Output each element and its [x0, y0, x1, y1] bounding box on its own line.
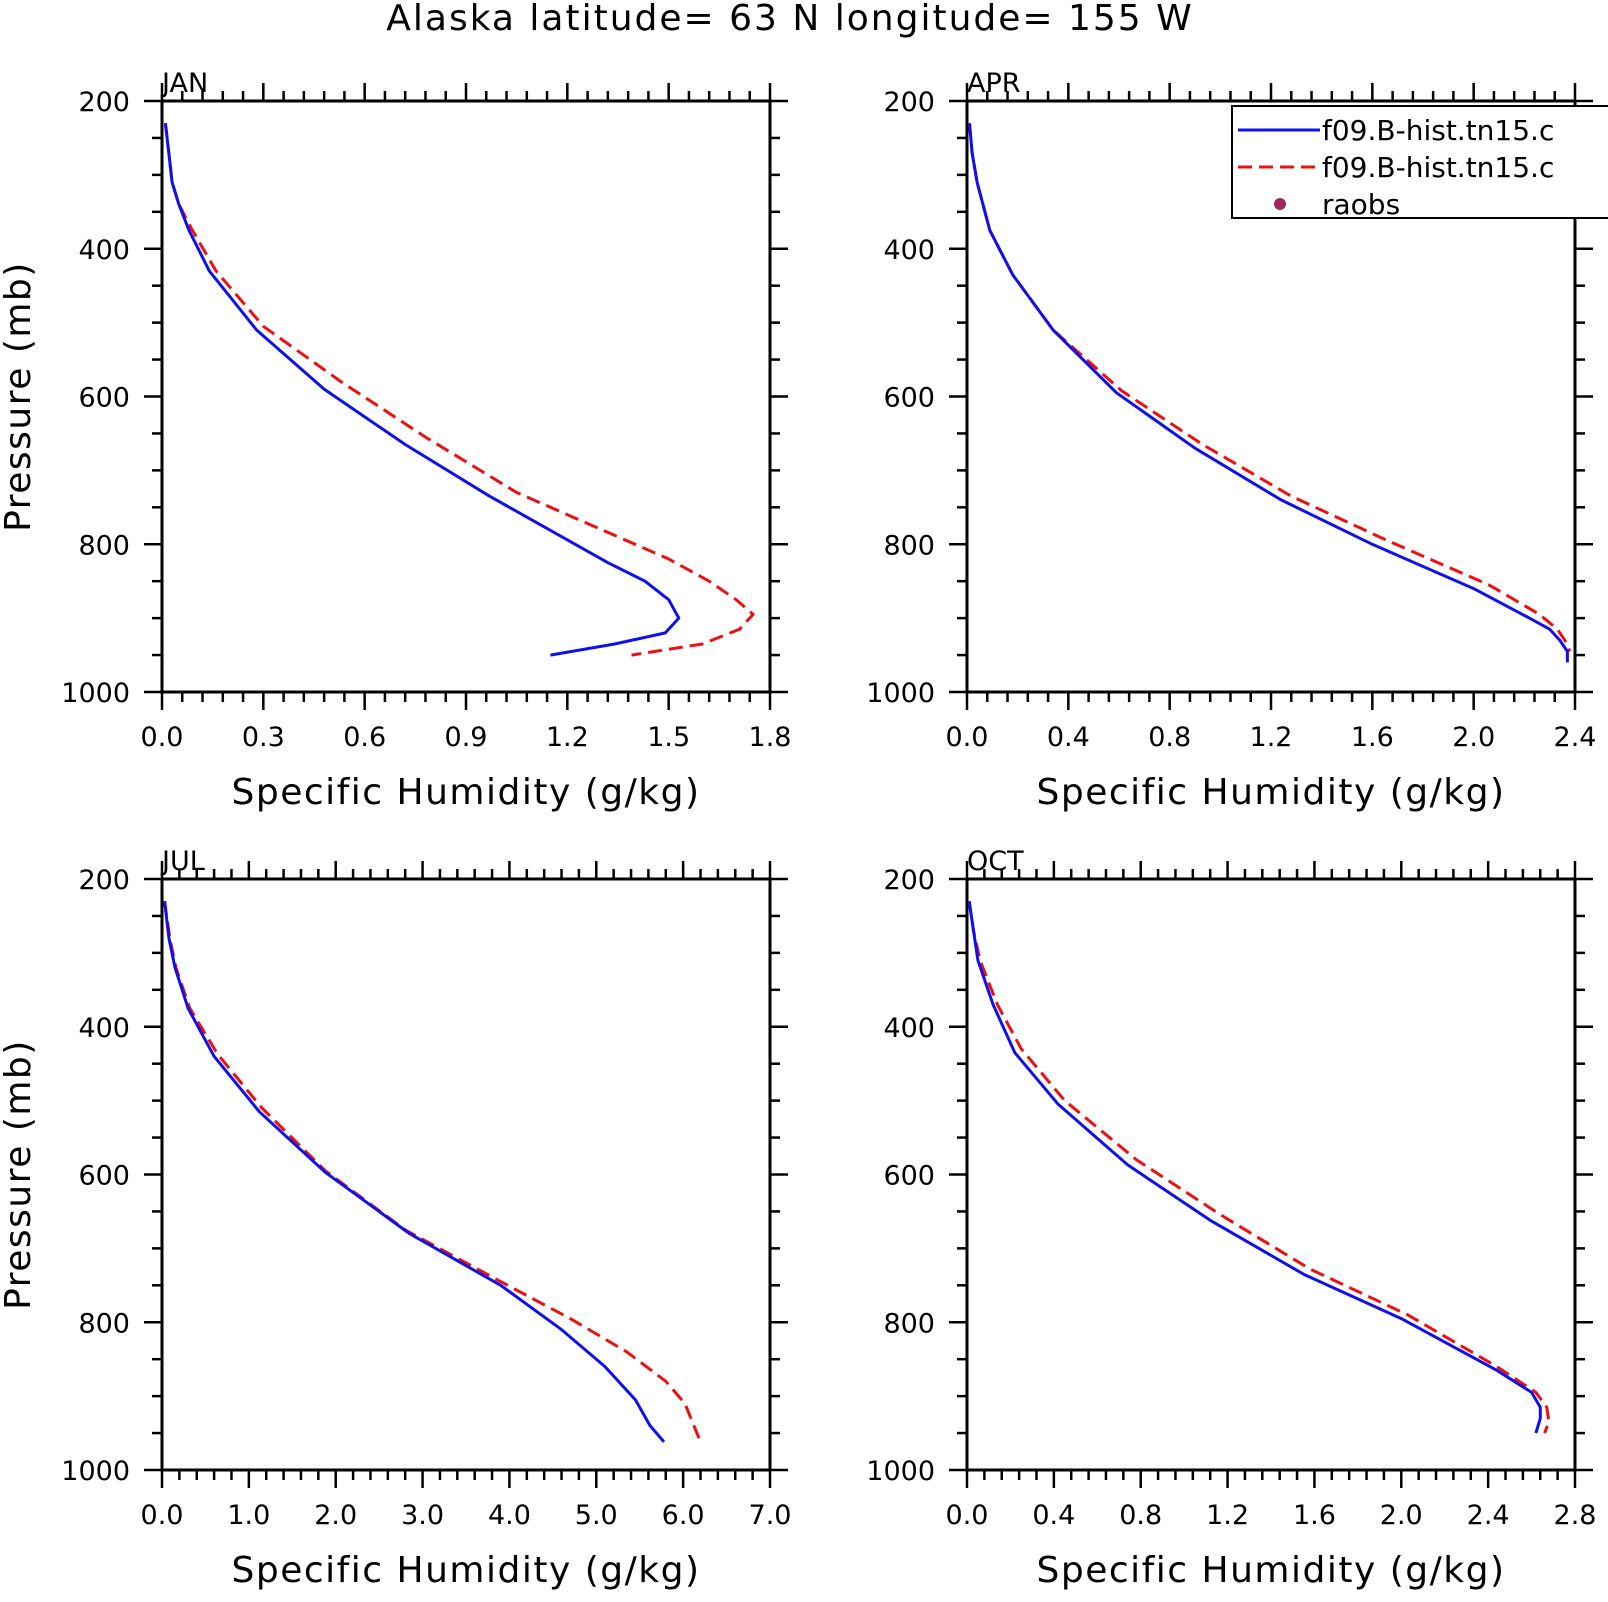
- x-tick-label: 1.6: [1293, 1500, 1336, 1531]
- legend-label: raobs: [1322, 188, 1400, 221]
- y-tick-label: 800: [78, 530, 130, 561]
- y-tick-label: 200: [78, 87, 130, 118]
- figure-title: Alaska latitude= 63 N longitude= 155 W: [386, 0, 1194, 39]
- x-tick-label: 2.0: [1452, 722, 1495, 753]
- x-tick-label: 2.4: [1467, 1500, 1510, 1531]
- x-tick-label: 1.2: [1250, 722, 1293, 753]
- x-tick-label: 0.4: [1032, 1500, 1075, 1531]
- x-tick-label: 0.6: [343, 722, 386, 753]
- panel-apr: APR 0.0 0.4 0.8 1.2 1.6 2.0 2.4 200 400 600 800 1000…: [866, 68, 1596, 813]
- x-axis-title: Specific Humidity (g/kg): [231, 772, 700, 813]
- legend-box: [1231, 105, 1608, 219]
- x-tick-label: 2.0: [1380, 1500, 1423, 1531]
- x-tick-label: 2.0: [314, 1500, 357, 1531]
- panel-oct: OCT 0.0 0.4 0.8 1.2 1.6 2.0 2.4 2.8 200 400 600 800 1…: [866, 846, 1596, 1591]
- series-line-solid: [163, 901, 666, 1443]
- y-tick-label: 200: [883, 865, 935, 896]
- y-tick-label: 1000: [866, 1456, 935, 1487]
- x-axis-title: Specific Humidity (g/kg): [231, 1550, 700, 1591]
- y-tick-label: 400: [883, 1013, 935, 1044]
- y-tick-label: 600: [883, 1161, 935, 1192]
- y-tick-label: 400: [883, 235, 935, 266]
- x-tick-label: 2.8: [1554, 1500, 1597, 1531]
- x-tick-label: 1.2: [546, 722, 589, 753]
- y-tick-label: 600: [78, 1161, 130, 1192]
- y-tick-label: 200: [78, 865, 130, 896]
- panel-label: JAN: [160, 68, 208, 99]
- y-tick-label: 1000: [61, 1456, 130, 1487]
- x-tick-label: 2.4: [1554, 722, 1597, 753]
- x-tick-label: 0.0: [946, 1500, 989, 1531]
- x-tick-label: 0.9: [445, 722, 488, 753]
- x-axis-title: Specific Humidity (g/kg): [1036, 772, 1505, 813]
- y-axis-title: Pressure (mb): [0, 1039, 39, 1310]
- x-tick-label: 1.5: [647, 722, 690, 753]
- x-tick-label: 1.2: [1206, 1500, 1249, 1531]
- plot-frame: [965, 877, 1577, 1472]
- x-tick-label: 0.0: [946, 722, 989, 753]
- x-tick-label: 0.0: [141, 722, 184, 753]
- y-tick-label: 1000: [866, 678, 935, 709]
- panels: JAN 0.0 0.3 0.6 0.9 1.2 1.5 1.8 200 400 600 800 1000…: [0, 68, 1596, 1591]
- y-tick-label: 600: [883, 383, 935, 414]
- legend: f09.B-hist.tn15.c f09.B-hist.tn15.c raobs: [1231, 105, 1608, 221]
- series-line-solid: [967, 900, 1542, 1434]
- x-tick-label: 0.4: [1047, 722, 1090, 753]
- x-tick-label: 0.8: [1148, 722, 1191, 753]
- x-tick-label: 5.0: [575, 1500, 618, 1531]
- x-tick-label: 7.0: [749, 1500, 792, 1531]
- x-tick-label: 6.0: [662, 1500, 705, 1531]
- x-tick-label: 1.8: [749, 722, 792, 753]
- panel-label: APR: [967, 68, 1021, 99]
- y-tick-label: 600: [78, 383, 130, 414]
- x-tick-label: 1.0: [227, 1500, 270, 1531]
- x-tick-label: 3.0: [401, 1500, 444, 1531]
- x-axis-title: Specific Humidity (g/kg): [1036, 1550, 1505, 1591]
- y-tick-label: 1000: [61, 678, 130, 709]
- plot-frame: [160, 99, 772, 694]
- x-tick-label: 0.8: [1119, 1500, 1162, 1531]
- legend-marker-raobs: [1274, 198, 1286, 210]
- y-tick-label: 800: [883, 1308, 935, 1339]
- panel-label: OCT: [967, 846, 1024, 877]
- panel-jan: JAN 0.0 0.3 0.6 0.9 1.2 1.5 1.8 200 400 600 800 1000…: [0, 68, 791, 813]
- x-tick-label: 0.0: [141, 1500, 184, 1531]
- y-tick-label: 400: [78, 1013, 130, 1044]
- y-tick-label: 800: [78, 1308, 130, 1339]
- plot-frame: [160, 877, 772, 1472]
- panel-jul: JUL 0.0 1.0 2.0 3.0 4.0 5.0 6.0 7.0 200 400 600 800 1…: [0, 846, 791, 1591]
- series-line-solid: [163, 123, 681, 657]
- y-tick-label: 200: [883, 87, 935, 118]
- series-line-dashed: [967, 900, 1551, 1434]
- x-tick-label: 4.0: [488, 1500, 531, 1531]
- series-line-dashed: [163, 123, 755, 657]
- series-line-dashed: [163, 900, 702, 1443]
- legend-label: f09.B-hist.tn15.c: [1322, 114, 1554, 147]
- y-tick-label: 400: [78, 235, 130, 266]
- x-tick-label: 1.6: [1351, 722, 1394, 753]
- x-tick-label: 0.3: [242, 722, 285, 753]
- y-axis-title: Pressure (mb): [0, 261, 39, 532]
- y-tick-label: 800: [883, 530, 935, 561]
- series-line-solid: [968, 123, 1569, 663]
- panel-label: JUL: [160, 846, 205, 877]
- legend-label: f09.B-hist.tn15.c: [1322, 151, 1554, 184]
